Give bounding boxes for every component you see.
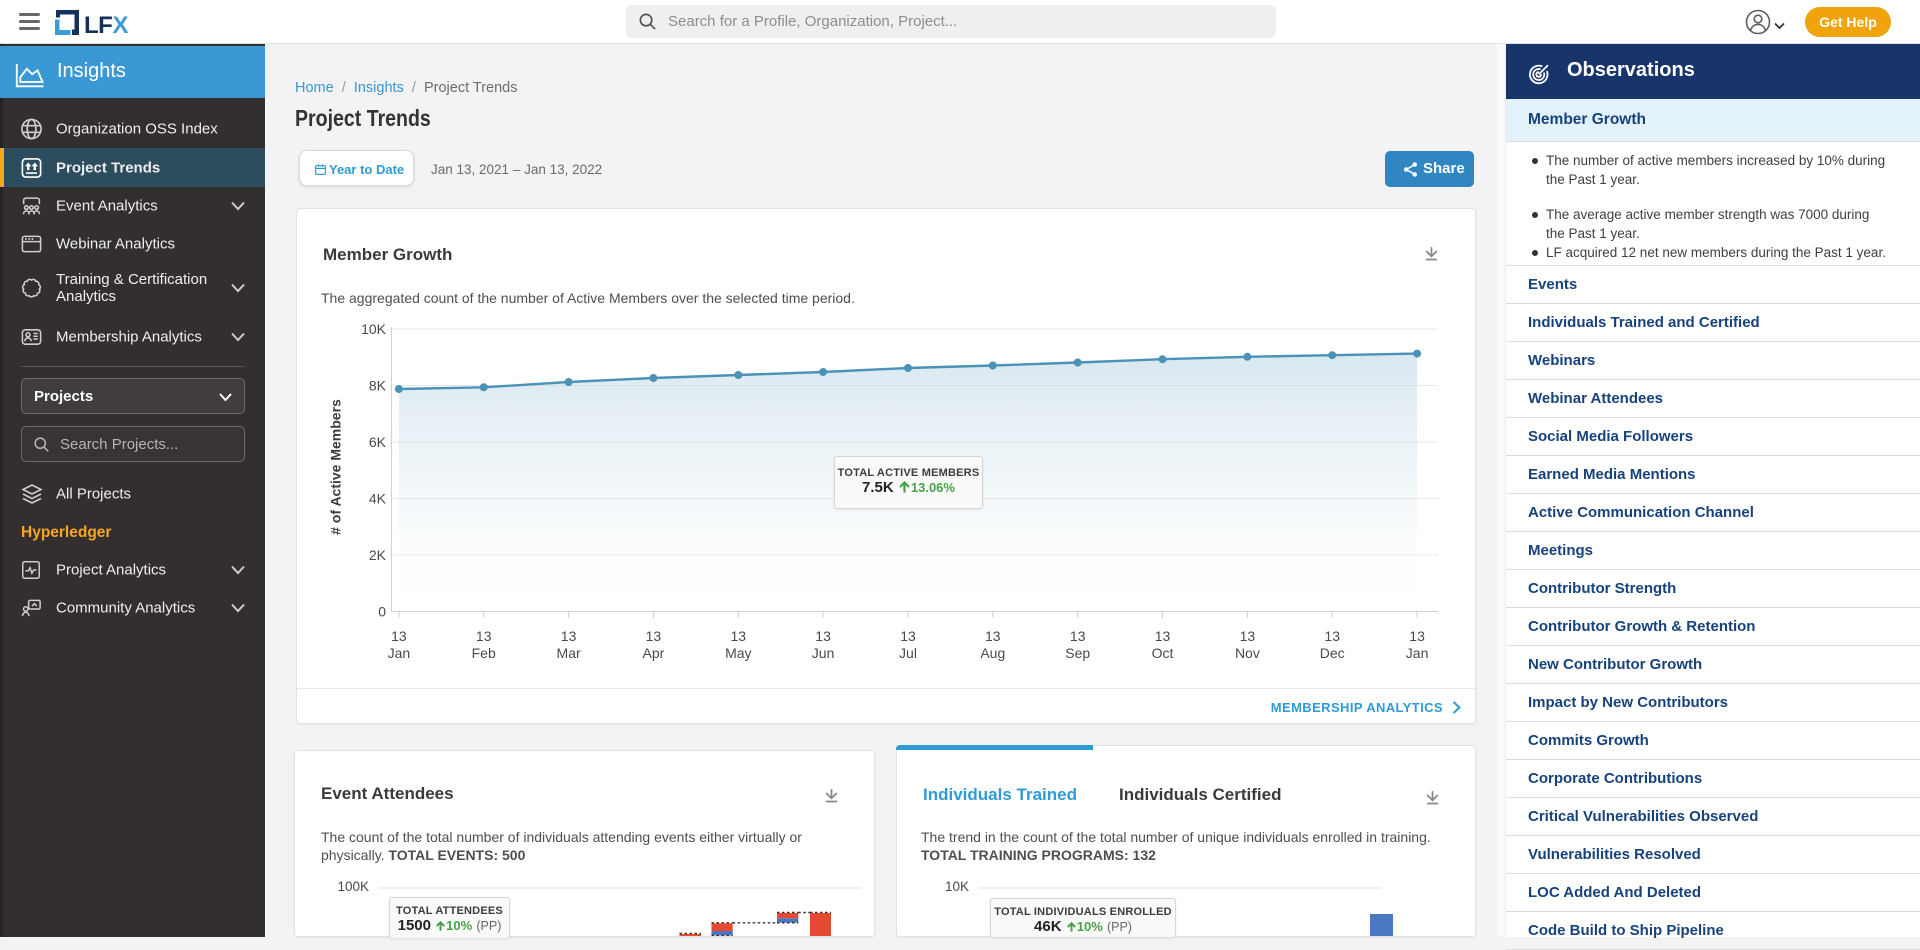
svg-text:13: 13 — [985, 628, 1001, 644]
svg-text:LF: LF — [84, 12, 112, 36]
svg-text:10K: 10K — [361, 321, 387, 337]
svg-text:# of Active Members: # of Active Members — [328, 399, 344, 535]
svg-text:Nov: Nov — [1235, 645, 1260, 661]
svg-text:Apr: Apr — [643, 645, 665, 661]
svg-text:13: 13 — [1070, 628, 1086, 644]
svg-text:Dec: Dec — [1320, 645, 1345, 661]
svg-text:13: 13 — [815, 628, 831, 644]
svg-text:Jan: Jan — [1406, 645, 1429, 661]
svg-text:Jun: Jun — [812, 645, 835, 661]
svg-text:13: 13 — [391, 628, 407, 644]
svg-text:6K: 6K — [369, 434, 387, 450]
svg-text:8K: 8K — [369, 378, 387, 394]
svg-text:Sep: Sep — [1065, 645, 1090, 661]
svg-text:13: 13 — [561, 628, 577, 644]
svg-text:Aug: Aug — [980, 645, 1005, 661]
svg-text:Oct: Oct — [1152, 645, 1174, 661]
svg-text:May: May — [725, 645, 751, 661]
svg-text:Jan: Jan — [388, 645, 411, 661]
svg-text:13: 13 — [1409, 628, 1425, 644]
svg-text:4K: 4K — [369, 491, 387, 507]
svg-text:13: 13 — [476, 628, 492, 644]
svg-text:13: 13 — [646, 628, 662, 644]
svg-text:13: 13 — [1240, 628, 1256, 644]
svg-text:13: 13 — [1155, 628, 1171, 644]
svg-text:13: 13 — [1324, 628, 1340, 644]
svg-text:2K: 2K — [369, 547, 387, 563]
svg-text:Jul: Jul — [899, 645, 917, 661]
svg-text:13: 13 — [900, 628, 916, 644]
svg-text:Feb: Feb — [472, 645, 496, 661]
svg-text:Mar: Mar — [557, 645, 581, 661]
svg-text:0: 0 — [378, 604, 386, 620]
svg-text:X: X — [113, 12, 129, 36]
svg-text:13: 13 — [731, 628, 747, 644]
